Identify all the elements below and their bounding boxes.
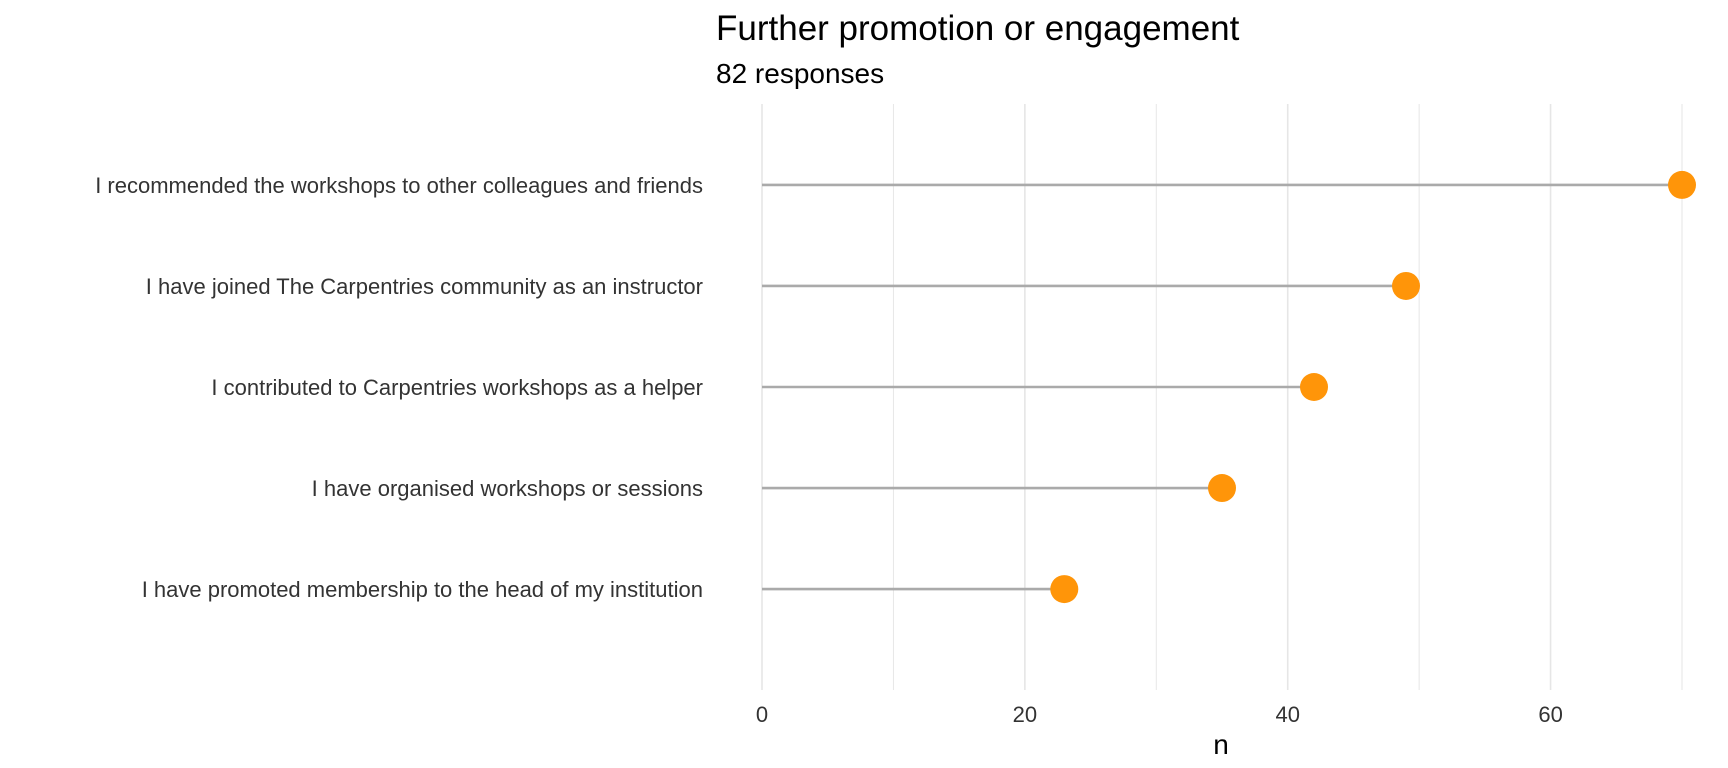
category-label: I have joined The Carpentries community … [146,274,703,299]
lollipop-point [1208,474,1236,503]
category-label: I contributed to Carpentries workshops a… [211,375,703,400]
category-labels: I recommended the workshops to other col… [95,173,703,602]
x-tick-label: 40 [1275,702,1299,727]
chart-subtitle: 82 responses [716,58,884,89]
lollipop-stems [762,183,1682,591]
x-tick-label: 60 [1538,702,1562,727]
category-label: I have organised workshops or sessions [312,476,703,501]
x-tick-label: 20 [1013,702,1037,727]
lollipop-point [1392,271,1420,300]
category-label: I have promoted membership to the head o… [142,577,703,602]
category-label: I recommended the workshops to other col… [95,173,703,198]
grid-lines [761,104,1683,690]
lollipop-point [1668,170,1696,199]
x-axis-title: n [1213,729,1229,760]
chart-title: Further promotion or engagement [716,9,1240,48]
lollipop-point [1300,373,1328,401]
lollipop-points [1050,170,1696,604]
x-tick-label: 0 [756,702,768,727]
lollipop-point [1050,575,1079,604]
x-tick-labels: 0 20 40 60 [756,702,1563,727]
